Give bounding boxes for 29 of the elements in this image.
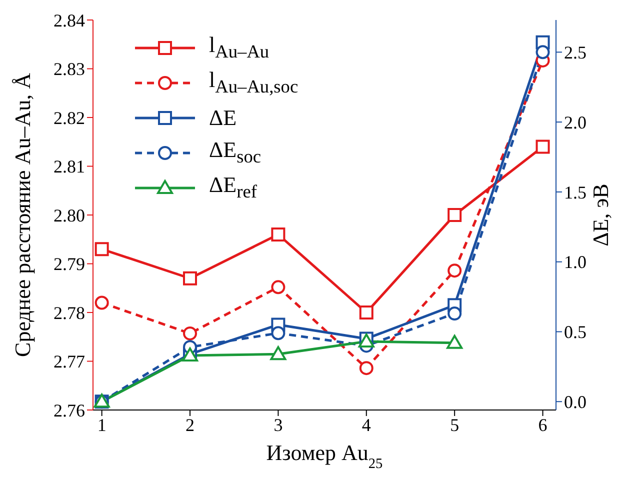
x-tick-label: 6 — [538, 414, 548, 435]
y2-tick-label: 1.5 — [564, 182, 586, 202]
y-axis-title: Среднее расстояние Au–Au, Å — [10, 72, 35, 357]
legend-label: l$_{Au–Au}$ — [209, 32, 270, 63]
y2-tick-label: 2.5 — [564, 42, 586, 63]
y-tick-label: 2.78 — [54, 302, 85, 323]
y-tick-label: 2.82 — [54, 108, 85, 128]
y2-tick-label: 0.0 — [564, 392, 586, 412]
x-tick-label: 5 — [450, 414, 460, 435]
x-tick-label: 2 — [186, 414, 195, 435]
x-tick-label: 4 — [362, 414, 371, 435]
y-tick-label: 2.83 — [54, 59, 85, 80]
legend-label: ΔE — [209, 104, 237, 130]
x-axis-title: Изомер Au$_{25}$ — [266, 440, 383, 472]
y-tick-label: 2.76 — [54, 400, 85, 420]
y-tick-label: 2.77 — [54, 352, 85, 372]
legend-label: l$_{Au–Au,soc}$ — [209, 67, 298, 98]
y2-tick-label: 2.0 — [564, 112, 586, 132]
y-tick-label: 2.80 — [54, 205, 85, 226]
y2-tick-label: 1.0 — [564, 252, 586, 272]
y-tick-label: 2.79 — [54, 254, 85, 274]
legend-label: ΔE$_{ref}$ — [209, 172, 257, 203]
y2-axis-title: ΔE, эВ — [588, 184, 613, 246]
y-tick-label: 2.81 — [54, 156, 85, 177]
y-tick-label: 2.84 — [54, 10, 85, 30]
legend-label: ΔE$_{soc}$ — [209, 137, 262, 168]
x-tick-label: 1 — [97, 414, 106, 435]
x-tick-label: 3 — [274, 414, 283, 435]
y2-tick-label: 0.5 — [564, 322, 586, 342]
